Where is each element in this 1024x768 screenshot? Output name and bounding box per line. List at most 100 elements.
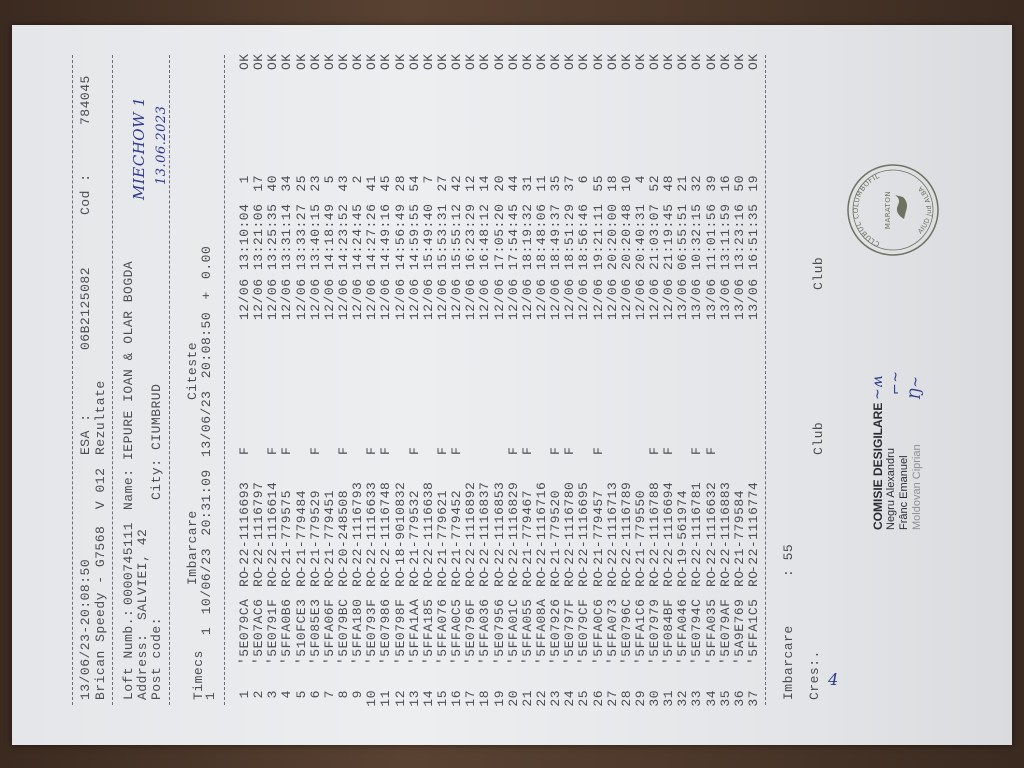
ring-number: -22-1116837 (477, 481, 493, 573)
row-number: 13 (406, 690, 422, 707)
row-number: 12 (392, 690, 408, 707)
bird-code: '5F084BF (661, 598, 677, 665)
status-ok: OK (307, 53, 323, 70)
arrival-time: 13:25:35 (265, 203, 281, 270)
arrival-time: 14:23:52 (335, 203, 351, 270)
rank: 2 (350, 175, 366, 184)
arrival-date: 13/06 (731, 278, 747, 320)
bird-code: '5E07986 (378, 598, 394, 665)
rank: 14 (477, 175, 493, 192)
bird-code: '5FFA1AA (406, 598, 422, 665)
ring-number: -22-1116853 (491, 481, 507, 573)
status-ok: OK (449, 53, 465, 70)
rank: 7 (420, 175, 436, 184)
ring-number: -22-1116638 (420, 481, 436, 573)
bird-code: '5FFA08A (533, 598, 549, 665)
bird-code: '5E07926 (548, 598, 564, 665)
rank: 25 (293, 175, 309, 192)
bird-code: '5E0798F (392, 598, 408, 665)
arrival-date: 13/06 (717, 278, 733, 320)
status-ok: OK (632, 53, 648, 70)
arrival-time: 13:10:04 (237, 203, 252, 270)
row-number: 24 (562, 690, 578, 707)
arrival-time: 21:19:45 (661, 203, 677, 270)
club-stamp: CLUBUL COLUMBOFIL MARATON AIUD jud ALBA (847, 164, 939, 256)
flag-mark: F (505, 446, 521, 455)
status-ok: OK (350, 53, 366, 70)
status-ok: OK (420, 53, 436, 70)
flag-mark: F (548, 446, 564, 455)
bird-code: '5FFA046 (675, 598, 691, 665)
arrival-time: 14:27:26 (364, 203, 380, 270)
status-ok: OK (548, 53, 564, 70)
ring-number: -22-1116883 (717, 481, 733, 573)
bird-code: '5E0794C (689, 598, 705, 665)
rank: 35 (548, 175, 564, 192)
rank: 18 (604, 175, 620, 192)
report-type: Rezultate (93, 380, 108, 455)
rank: 17 (251, 175, 267, 192)
ring-number: -22-1116892 (463, 481, 479, 573)
arrival-date: 12/06 (420, 278, 436, 320)
row-number: 22 (533, 690, 549, 707)
status-ok: OK (265, 53, 281, 70)
arrival-date: 12/06 (434, 278, 450, 320)
flag-mark: F (647, 446, 663, 455)
row-number: 3 (265, 690, 281, 699)
imbarcare-total-label: Imbarcare (781, 625, 796, 700)
arrival-date: 12/06 (477, 278, 493, 320)
status-ok: OK (477, 53, 493, 70)
row-number: 16 (449, 690, 465, 707)
bird-code: '5E0791F (265, 598, 281, 665)
bird-code: '5FFA1C5 (746, 598, 762, 665)
rank: 16 (717, 175, 733, 192)
rank: 27 (434, 175, 450, 192)
arrival-date: 13/06 (703, 278, 719, 320)
row-number: 15 (434, 690, 450, 707)
row-number: 2 (251, 690, 267, 699)
arrival-date: 12/06 (279, 278, 295, 320)
arrival-date: 13/06 (746, 278, 762, 320)
arrival-date: 12/06 (293, 278, 309, 320)
esa-label: ESA : (78, 413, 93, 455)
arrival-date: 12/06 (265, 278, 281, 320)
handwritten-cres: 4 (828, 670, 839, 690)
arrival-time: 20:40:31 (632, 203, 648, 270)
ring-number: -21-779529 (307, 489, 323, 573)
status-ok: OK (675, 53, 691, 70)
ring-number: -21-779550 (632, 489, 648, 573)
arrival-date: 12/06 (463, 278, 479, 320)
bird-code: '5E079CA (237, 598, 252, 665)
bird-code: '5FFA036 (477, 598, 493, 665)
loft-value: 0000745111 (121, 521, 136, 605)
arrival-time: 14:24:45 (350, 203, 366, 270)
arrival-date: 12/06 (533, 278, 549, 320)
row-number: 11 (378, 690, 394, 707)
row-number: 19 (491, 690, 507, 707)
commission-member: Frânc Emanuel (898, 455, 910, 530)
arrival-date: 12/06 (449, 278, 465, 320)
bird-code: '5E079AF (717, 598, 733, 665)
arrival-time: 15:53:31 (434, 203, 450, 270)
flag-mark: F (434, 446, 450, 455)
arrival-date: 12/06 (335, 278, 351, 320)
status-ok: OK (237, 53, 252, 70)
status-ok: OK (434, 53, 450, 70)
ring-number: -21-779575 (279, 489, 295, 573)
arrival-date: 12/06 (661, 278, 677, 320)
flag-mark: F (519, 446, 535, 455)
arrival-time: 16:51:35 (746, 203, 762, 270)
bird-code: '5FFA06F (321, 598, 337, 665)
status-ok: OK (576, 53, 592, 70)
city-value: CIUMBRUD (149, 383, 164, 450)
status-ok: OK (505, 53, 521, 70)
ring-number: -22-1116633 (364, 481, 380, 573)
arrival-date: 12/06 (251, 278, 267, 320)
row-number: 32 (675, 690, 691, 707)
rank: 6 (576, 175, 592, 184)
bird-code: '5FFA1C6 (632, 598, 648, 665)
ring-number: -21-779532 (406, 489, 422, 573)
stamp-outer-ring (847, 164, 939, 256)
rank: 44 (505, 175, 521, 192)
flag-mark: F (562, 446, 578, 455)
